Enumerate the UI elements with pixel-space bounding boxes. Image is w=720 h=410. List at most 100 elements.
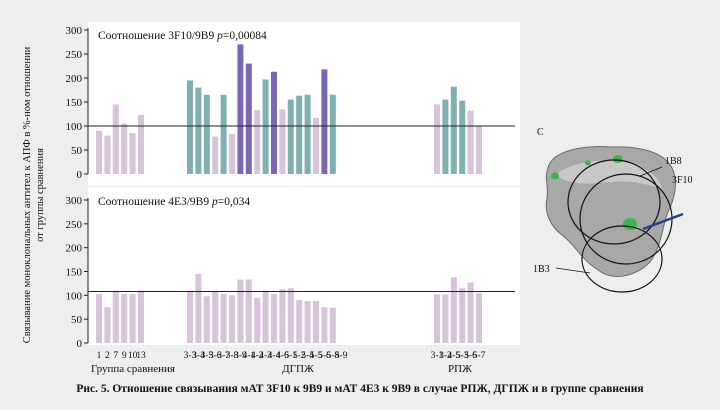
bar: [195, 273, 202, 343]
bar: [476, 292, 482, 343]
protein-shading: [556, 160, 662, 190]
bar: [313, 301, 319, 343]
y-tick-label: 250: [66, 49, 83, 61]
bar: [187, 290, 193, 343]
bar: [296, 95, 303, 174]
green-epitope-3: [613, 155, 623, 163]
bar: [304, 301, 311, 343]
bar: [459, 288, 466, 343]
x-tick-label: 1: [97, 351, 102, 361]
x-tick-label: 5-6: [318, 351, 331, 361]
label-1b3: 1B3: [533, 264, 550, 275]
bar: [203, 296, 210, 343]
x-tick-label: 5-6: [464, 351, 477, 361]
bar: [450, 86, 457, 174]
x-tick-label: 4-5: [447, 351, 460, 361]
x-tick-label: 5-5: [310, 351, 323, 361]
bar: [138, 114, 144, 174]
bar: [212, 136, 219, 174]
bar: [459, 100, 466, 174]
bar: [245, 63, 252, 174]
bar: [434, 294, 440, 343]
bar: [476, 126, 482, 174]
bar: [212, 291, 219, 343]
bar: [450, 277, 457, 343]
x-tick-label: 4-4: [268, 351, 281, 361]
x-tick-label: 10: [128, 351, 138, 361]
y-tick-label: 100: [66, 290, 83, 302]
y-tick-label: 50: [71, 145, 83, 157]
y-tick-label: 200: [66, 73, 83, 85]
x-tick-label: 5-4: [301, 351, 314, 361]
x-tick-label: 3-7: [217, 351, 230, 361]
x-tick-label: 3-3: [184, 351, 197, 361]
bar: [321, 307, 328, 343]
bar: [287, 99, 294, 174]
x-tick-label: 3-1: [431, 351, 444, 361]
y-tick-label: 0: [77, 338, 83, 350]
bar: [254, 110, 261, 174]
bar: [296, 300, 303, 343]
label-1b8: 1B8: [665, 156, 682, 167]
x-tick-label: 3-4: [192, 351, 205, 361]
bar: [271, 71, 277, 174]
x-tick-label: 4-6: [276, 351, 289, 361]
bar: [203, 94, 210, 174]
chart-title-top: Соотношение 3F10/9В9 p=0,00084: [98, 30, 267, 42]
bar: [138, 290, 144, 343]
bar: [121, 123, 128, 174]
bar: [104, 135, 111, 174]
bar: [129, 293, 136, 343]
bar: [329, 307, 336, 343]
x-tick-label: 3-8: [226, 351, 239, 361]
bar: [262, 290, 269, 343]
bar: [229, 134, 235, 174]
x-tick-label: 13: [136, 351, 146, 361]
bar: [245, 279, 252, 343]
x-tick-label: 9: [122, 351, 127, 361]
x-tick-label: 7: [113, 351, 118, 361]
green-epitope-2: [585, 160, 591, 166]
y-axis-label: Связывание моноклональных антител к АПФ …: [22, 46, 46, 343]
bar: [313, 117, 319, 174]
bar: [129, 133, 136, 174]
y-axis-label-line2: от группы сравнения: [35, 148, 46, 242]
bar: [287, 288, 294, 343]
pointer-3f10: [642, 212, 684, 231]
x-tick-label: 5-7: [473, 351, 486, 361]
bar: [96, 130, 102, 174]
bar: [467, 282, 474, 343]
bar: [229, 295, 235, 343]
x-tick-label: 5-1: [284, 351, 297, 361]
x-tick-label: 5-2: [293, 351, 306, 361]
y-tick-label: 300: [66, 195, 83, 207]
bar: [442, 294, 449, 343]
bar: [254, 297, 261, 343]
y-tick-label: 150: [66, 267, 83, 279]
y-tick-label: 200: [66, 243, 83, 255]
x-tick-label: 5-3: [456, 351, 469, 361]
y-axis-label-line1: Связывание моноклональных антител к АПФ …: [22, 46, 33, 343]
pointer-1b8: [639, 166, 663, 177]
bar: [237, 44, 244, 175]
bar: [96, 293, 102, 343]
group-label-comparison: Группа сравнения: [91, 363, 175, 375]
bar: [262, 79, 269, 174]
x-tick-label: 3-2: [439, 351, 452, 361]
x-tick-label: 4-2: [251, 351, 264, 361]
bar: [187, 80, 193, 174]
bar: [321, 69, 328, 174]
y-tick-label: 100: [66, 121, 83, 133]
y-tick-label: 250: [66, 219, 83, 231]
bar: [304, 94, 311, 174]
y-tick-label: 0: [77, 169, 83, 181]
y-tick-label: 300: [66, 25, 83, 37]
x-tick-label: 5-9: [335, 351, 348, 361]
y-tick-label: 50: [71, 314, 83, 326]
bar: [329, 94, 336, 174]
group-label-rpzh: РПЖ: [448, 363, 472, 375]
epitope-circle-1b8: [567, 159, 661, 245]
bar: [104, 307, 111, 343]
green-epitope-1: [551, 172, 559, 180]
